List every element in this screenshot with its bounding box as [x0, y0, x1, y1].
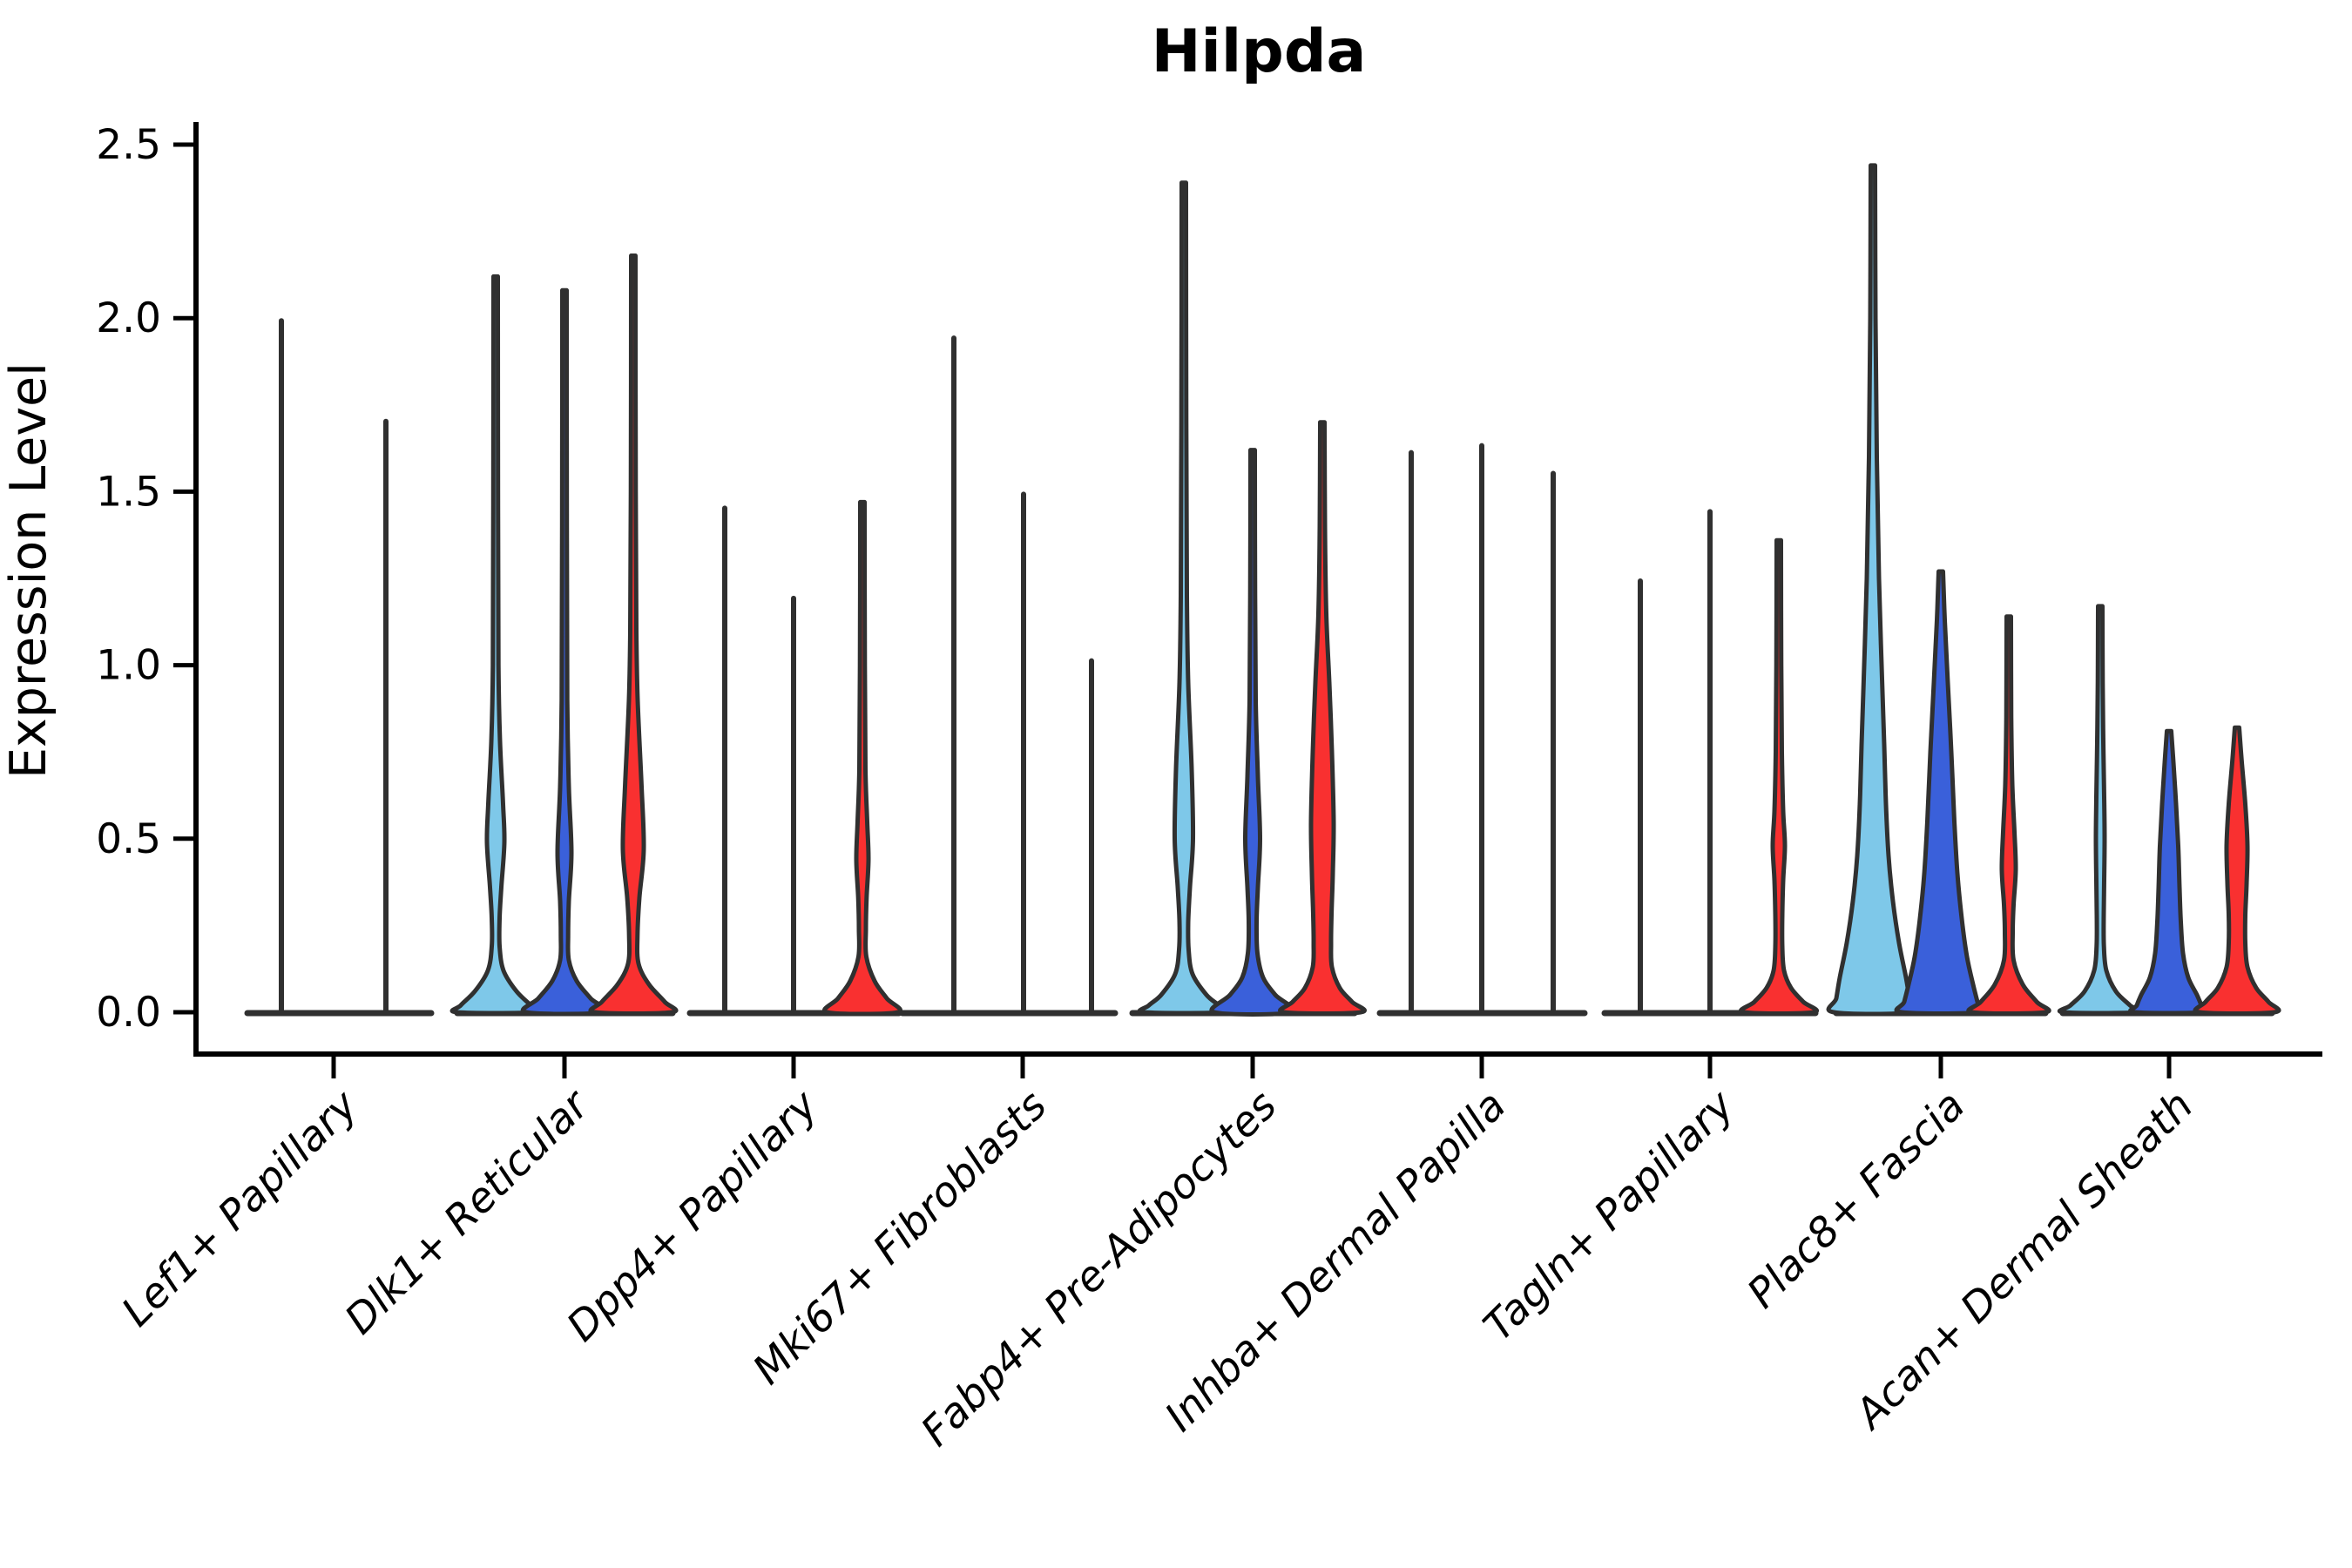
violin-body-8-1	[2128, 728, 2210, 1016]
y-tick-label: 2.5	[96, 121, 161, 169]
x-tick-label: Tagln+ Papillary	[1475, 1081, 1745, 1351]
y-tick-label: 0.0	[96, 989, 161, 1037]
violin-body-2-2	[822, 499, 902, 1017]
violin-group	[686, 499, 902, 1017]
violin-body-4-0	[1137, 180, 1231, 1016]
y-tick-label: 0.5	[96, 815, 161, 863]
violin-body-8-2	[2193, 725, 2281, 1016]
axes-layer	[173, 122, 2322, 1078]
marks-layer	[244, 163, 2281, 1017]
violin-body-7-0	[1826, 163, 1920, 1017]
violin-group	[1826, 163, 2051, 1017]
y-tick-label: 1.5	[96, 468, 161, 516]
violin-body-4-2	[1278, 420, 1367, 1016]
violin-body-1-1	[520, 287, 609, 1017]
y-tick-label: 2.0	[96, 294, 161, 342]
violin-body-6-2	[1739, 537, 1819, 1016]
violin-body-8-0	[2057, 604, 2144, 1016]
violin-group	[2057, 604, 2281, 1017]
violin-group	[1601, 509, 1819, 1017]
violin-group	[244, 318, 435, 1017]
violin-body-7-2	[1966, 614, 2051, 1016]
violin-body-7-1	[1894, 569, 1988, 1016]
violin-group	[449, 253, 679, 1017]
x-tick-label: Lef1+ Papillary	[112, 1081, 368, 1336]
x-tick-label: Dpp4+ Papillary	[558, 1081, 828, 1351]
x-tick-label: Plac8+ Fascia	[1738, 1082, 1974, 1318]
x-tick-label: Dlk1+ Reticular	[336, 1080, 600, 1344]
violin-body-4-1	[1209, 448, 1296, 1017]
violin-group	[1129, 180, 1367, 1017]
violin-body-1-2	[588, 253, 679, 1016]
violin-group	[899, 335, 1119, 1017]
violin-body-1-0	[449, 274, 542, 1016]
y-tick-label: 1.0	[96, 642, 161, 690]
y-axis-label: Expression Level	[0, 362, 57, 779]
violin-group	[1376, 443, 1588, 1017]
chart-title: Hilpda	[1152, 17, 1367, 86]
